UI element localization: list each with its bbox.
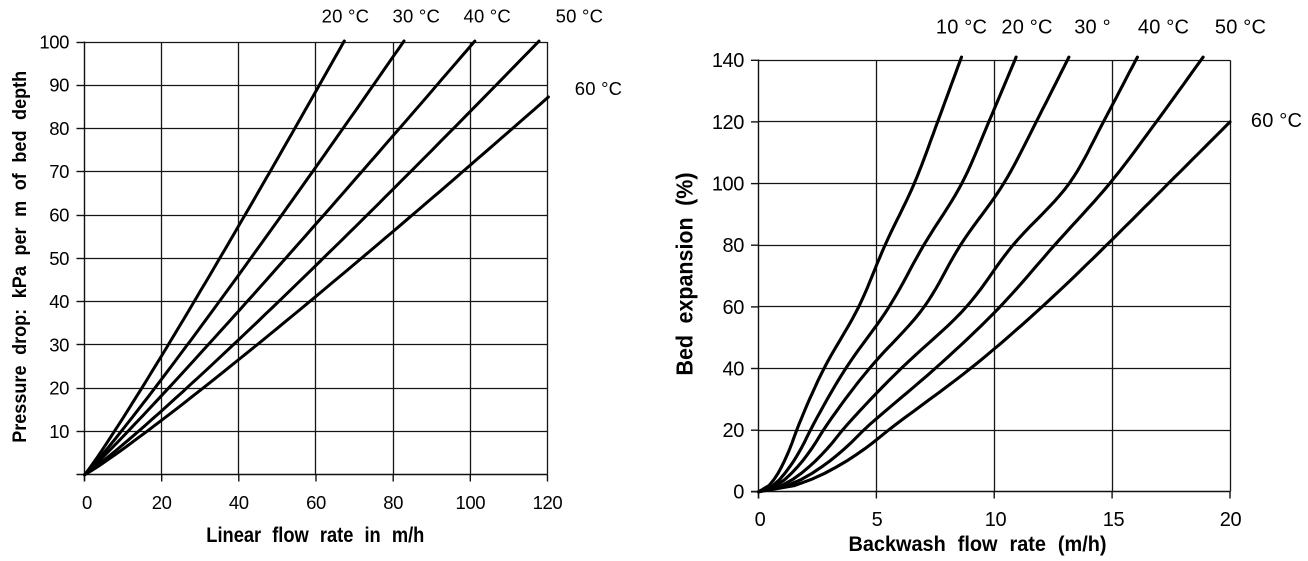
- svg-text:20: 20: [1220, 509, 1242, 531]
- svg-text:20 °C: 20 °C: [1001, 16, 1052, 38]
- svg-text:40 °C: 40 °C: [463, 6, 510, 27]
- svg-text:Backwash flow rate (m/h): Backwash flow rate (m/h): [849, 532, 1107, 556]
- svg-text:70: 70: [49, 161, 69, 182]
- svg-text:20: 20: [49, 378, 69, 399]
- svg-text:10: 10: [49, 421, 69, 442]
- svg-text:60: 60: [723, 297, 745, 319]
- svg-text:50 °C: 50 °C: [1215, 16, 1266, 38]
- svg-text:60 °C: 60 °C: [1251, 110, 1302, 132]
- svg-text:120: 120: [533, 492, 563, 513]
- svg-text:0: 0: [82, 492, 92, 513]
- svg-text:20: 20: [152, 492, 172, 513]
- svg-text:20: 20: [723, 420, 745, 442]
- svg-text:Linear flow rate in m/h: Linear flow rate in m/h: [206, 524, 424, 547]
- svg-text:80: 80: [383, 492, 403, 513]
- svg-text:100: 100: [712, 174, 744, 196]
- svg-text:100: 100: [39, 31, 69, 52]
- svg-text:90: 90: [49, 75, 69, 96]
- svg-text:30 °C: 30 °C: [393, 6, 440, 27]
- svg-text:120: 120: [712, 112, 744, 134]
- svg-text:10: 10: [985, 509, 1007, 531]
- svg-text:100: 100: [455, 492, 485, 513]
- svg-text:40: 40: [229, 492, 249, 513]
- svg-text:0: 0: [733, 482, 744, 504]
- svg-text:80: 80: [723, 235, 745, 257]
- svg-text:60: 60: [49, 205, 69, 226]
- svg-text:140: 140: [712, 50, 744, 72]
- svg-text:30: 30: [49, 334, 69, 355]
- svg-text:5: 5: [872, 509, 883, 531]
- svg-text:60 °C: 60 °C: [575, 78, 622, 99]
- svg-text:20 °C: 20 °C: [322, 6, 369, 27]
- svg-text:0: 0: [755, 509, 766, 531]
- svg-text:15: 15: [1103, 509, 1125, 531]
- svg-text:10 °C: 10 °C: [936, 16, 987, 38]
- svg-text:40: 40: [49, 291, 69, 312]
- svg-text:50: 50: [49, 248, 69, 269]
- svg-text:60: 60: [306, 492, 326, 513]
- svg-text:80: 80: [49, 118, 69, 139]
- svg-text:30 °: 30 °: [1074, 16, 1111, 38]
- svg-text:40: 40: [723, 358, 745, 380]
- svg-text:Bed expansion (%): Bed expansion (%): [672, 173, 698, 376]
- svg-text:50 °C: 50 °C: [556, 6, 603, 27]
- svg-text:40 °C: 40 °C: [1138, 16, 1189, 38]
- svg-text:Pressure drop: kPa per m of be: Pressure drop: kPa per m of bed depth: [9, 71, 31, 443]
